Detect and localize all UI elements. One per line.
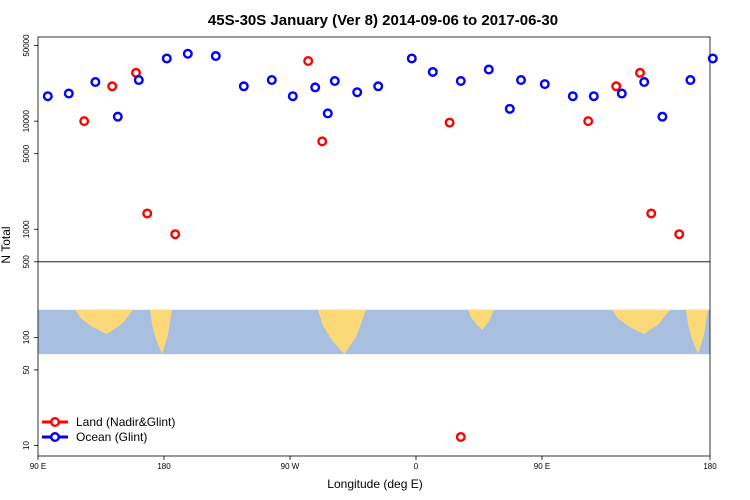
land-point [583, 116, 594, 127]
ocean-point [504, 103, 515, 114]
y-axis: 10 50 100 500 1000 5000 10000 50000 [22, 34, 38, 450]
legend: Land (Nadir&Glint)Ocean (Glint) [42, 415, 175, 444]
y-tick-label: 10 [22, 441, 31, 450]
ocean-point [42, 91, 53, 102]
ocean-point [373, 81, 384, 92]
ocean-point [329, 76, 340, 87]
ocean-point [287, 91, 298, 102]
ocean-point [685, 75, 696, 86]
map-strip [38, 309, 710, 355]
ocean-point [483, 64, 494, 75]
ocean-point [516, 75, 527, 86]
x-tick-label: 180 [703, 462, 717, 471]
map-land-australia [612, 309, 670, 335]
data-points [42, 48, 718, 442]
y-tick-label: 10000 [22, 109, 31, 132]
chart-title: 45S-30S January (Ver 8) 2014-09-06 to 20… [208, 12, 558, 29]
legend-label: Ocean (Glint) [76, 430, 147, 444]
ocean-point [133, 75, 144, 86]
x-tick-label: 90 W [281, 462, 300, 471]
legend-label: Land (Nadir&Glint) [76, 415, 175, 429]
ocean-point [322, 108, 333, 119]
ocean-point [182, 48, 193, 59]
ocean-point [406, 53, 417, 64]
land-point [455, 431, 466, 442]
map-land-new-zealand [150, 309, 172, 355]
legend-marker [50, 432, 61, 443]
ocean-point [112, 111, 123, 122]
map-land-new-zealand [686, 309, 708, 355]
ocean-point [238, 81, 249, 92]
x-tick-label: 90 E [534, 462, 550, 471]
ocean-point [210, 51, 221, 62]
y-axis-label: N Total [0, 226, 13, 263]
x-tick-label: 0 [414, 462, 419, 471]
land-point [674, 229, 685, 240]
ocean-point [266, 75, 277, 86]
ocean-point [310, 82, 321, 93]
ocean-point [427, 66, 438, 77]
ocean-point [90, 77, 101, 88]
ocean-point [352, 87, 363, 98]
y-tick-label: 500 [22, 255, 31, 269]
y-tick-label: 50 [22, 365, 31, 374]
x-axis-label: Longitude (deg E) [327, 477, 422, 491]
legend-marker [50, 417, 61, 428]
map-land-africa [468, 309, 494, 330]
land-point [611, 81, 622, 92]
y-tick-label: 50000 [22, 34, 31, 57]
map-ocean [38, 309, 710, 355]
ocean-point [616, 88, 627, 99]
x-tick-label: 180 [157, 462, 171, 471]
land-point [303, 55, 314, 66]
x-axis: 90 E 180 90 W 0 90 E 180 [30, 456, 717, 471]
land-point [79, 116, 90, 127]
y-tick-label: 5000 [22, 144, 31, 162]
ocean-point [639, 77, 650, 88]
ocean-point [161, 53, 172, 64]
land-point [170, 229, 181, 240]
ocean-point [539, 79, 550, 90]
land-point [142, 208, 153, 219]
land-point [317, 136, 328, 147]
land-point [107, 81, 118, 92]
land-point [635, 67, 646, 78]
ocean-point [567, 91, 578, 102]
map-land-australia [75, 309, 133, 335]
y-tick-label: 100 [22, 330, 31, 344]
y-tick-label: 1000 [22, 220, 31, 238]
x-tick-label: 90 E [30, 462, 46, 471]
ocean-point [588, 91, 599, 102]
plot-frame [37, 36, 711, 457]
land-point [646, 208, 657, 219]
land-point [444, 117, 455, 128]
ocean-point [707, 53, 718, 64]
map-land-south-america [318, 309, 366, 355]
ocean-point [455, 76, 466, 87]
ocean-point [63, 88, 74, 99]
ocean-point [657, 111, 668, 122]
